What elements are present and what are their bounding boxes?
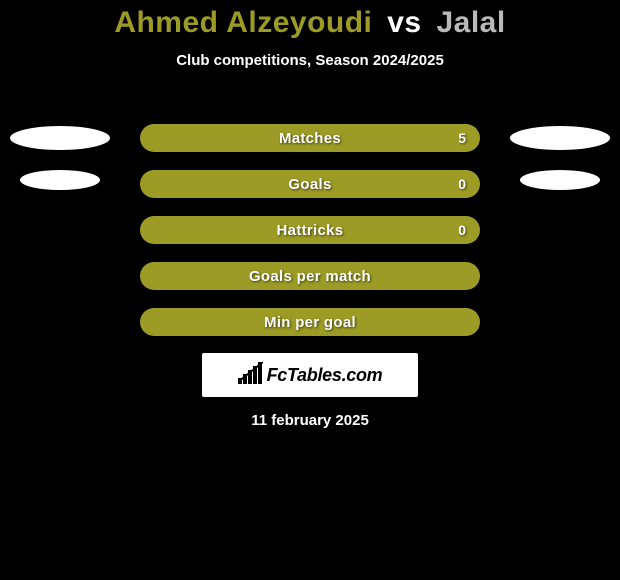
title-player2: Jalal [436,6,505,39]
stat-row-label: Goals [288,176,331,193]
decor-ellipse [520,170,600,190]
stat-rows: Matches 5 Goals 0 Hattricks 0 Goals per match M… [140,124,480,354]
stat-row: Min per goal [140,308,480,336]
decor-ellipse [20,170,100,190]
stat-row-value: 0 [458,176,466,192]
stat-row: Hattricks 0 [140,216,480,244]
title-vs: vs [387,6,421,39]
fctables-logo: FcTables.com [202,353,418,397]
logo-chart-icon [238,362,263,389]
stat-row: Goals per match [140,262,480,290]
stat-row-value: 0 [458,222,466,238]
page-title: Ahmed Alzeyoudi vs Jalal [0,0,620,40]
subtitle: Club competitions, Season 2024/2025 [0,52,620,69]
right-decor-ellipses [510,124,610,212]
stat-row-label: Matches [279,130,341,147]
decor-ellipse [10,126,110,150]
stat-row-label: Min per goal [264,314,356,331]
stat-row: Goals 0 [140,170,480,198]
decor-ellipse [510,126,610,150]
stat-row-label: Goals per match [249,268,371,285]
stat-row-label: Hattricks [277,222,344,239]
date-text: 11 february 2025 [0,412,620,429]
stat-row: Matches 5 [140,124,480,152]
logo-text: FcTables.com [267,365,383,386]
title-player1: Ahmed Alzeyoudi [114,6,372,39]
left-decor-ellipses [10,124,110,212]
stat-row-value: 5 [458,130,466,146]
